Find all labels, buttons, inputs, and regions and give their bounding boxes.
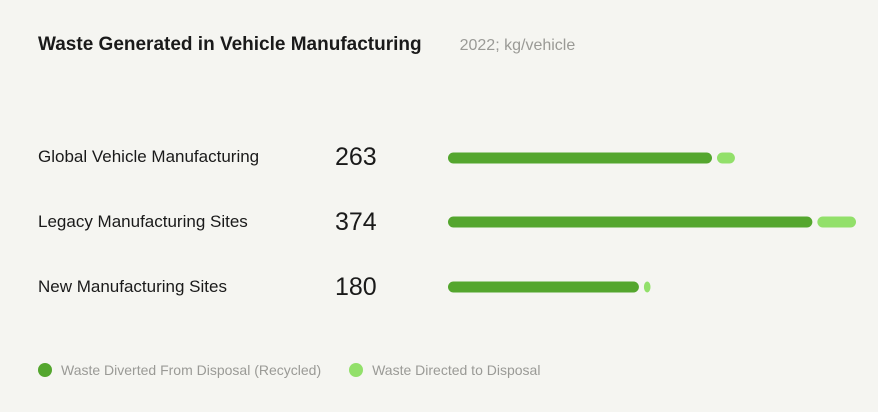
row-total-new: 180 <box>335 273 377 301</box>
bar-legacy-disposal <box>817 216 856 228</box>
row-label-global: Global Vehicle Manufacturing <box>38 147 260 166</box>
legend-label-disposal: Waste Directed to Disposal <box>372 362 541 378</box>
legend-swatch-disposal-icon <box>349 363 364 377</box>
legend-label-recycled: Waste Diverted From Disposal (Recycled) <box>61 362 322 378</box>
bar-new-disposal <box>643 281 651 293</box>
legend-swatch-recycled-icon <box>38 363 52 377</box>
row-label-new: New Manufacturing Sites <box>38 277 227 296</box>
legend-item-recycled: Waste Diverted From Disposal (Recycled) <box>38 362 321 378</box>
chart-subtitle: 2022; kg/vehicle <box>459 37 576 54</box>
bar-new-recycled <box>448 281 639 293</box>
chart-header: Waste Generated in Vehicle Manufacturing… <box>38 34 575 56</box>
chart-legend: Waste Diverted From Disposal (Recycled) … <box>38 362 568 378</box>
row-total-global: 263 <box>335 143 377 171</box>
bar-global-recycled <box>448 152 712 164</box>
chart-title: Waste Generated in Vehicle Manufacturing <box>38 34 422 55</box>
row-label-legacy: Legacy Manufacturing Sites <box>38 212 248 231</box>
legend-item-disposal: Waste Directed to Disposal <box>349 362 540 378</box>
bar-global-disposal <box>717 152 735 164</box>
row-total-legacy: 374 <box>335 208 377 236</box>
bar-legacy-recycled <box>448 216 813 228</box>
